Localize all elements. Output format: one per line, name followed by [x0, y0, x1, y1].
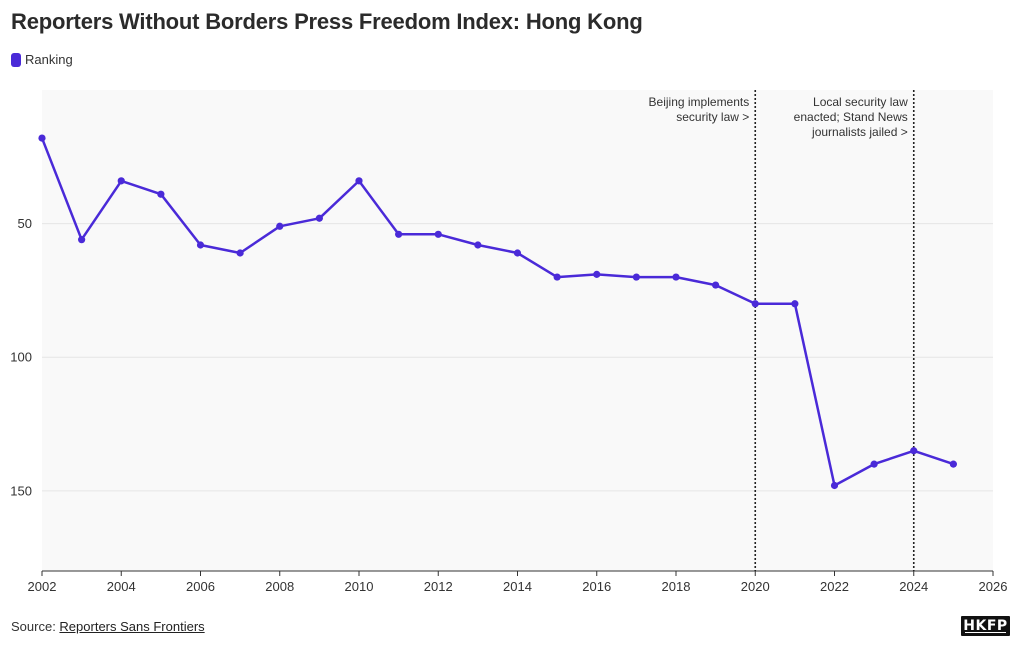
x-tick-label-2024: 2024	[899, 579, 928, 594]
x-tick-label-2016: 2016	[582, 579, 611, 594]
source-link[interactable]: Reporters Sans Frontiers	[59, 619, 205, 634]
data-point-2017	[632, 273, 640, 281]
legend-label: Ranking	[25, 52, 73, 67]
series-line-0	[40, 136, 955, 487]
hkfp-logo[interactable]: HKFP	[961, 616, 1010, 636]
x-tick-label-2004: 2004	[107, 579, 136, 594]
chart-title: Reporters Without Borders Press Freedom …	[11, 9, 643, 34]
x-tick-label-2002: 2002	[28, 579, 57, 594]
series-ranking	[38, 134, 957, 490]
data-point-2006	[196, 241, 205, 249]
data-point-2015	[553, 273, 561, 281]
gridlines	[42, 223, 993, 492]
data-point-2014	[513, 249, 522, 257]
data-point-2009	[315, 214, 323, 222]
source-prefix: Source:	[11, 619, 60, 634]
data-point-2018	[672, 273, 680, 281]
data-point-2011	[395, 230, 403, 238]
data-point-2003	[78, 236, 86, 244]
data-point-2008	[276, 222, 284, 230]
annotation-text-2020-0: Beijing implements	[649, 95, 750, 109]
data-point-2013	[474, 241, 482, 249]
annotation-text-2020-1: security law >	[676, 110, 749, 124]
x-tick-label-2026: 2026	[979, 579, 1008, 594]
x-tick-label-2010: 2010	[345, 579, 374, 594]
data-point-2024	[910, 447, 918, 455]
data-point-2021	[791, 300, 799, 308]
data-point-2023	[870, 460, 878, 468]
legend-swatch	[11, 52, 21, 67]
y-tick-label-50: 50	[18, 216, 32, 231]
y-tick-label-100: 100	[10, 350, 32, 365]
data-point-2002	[38, 134, 46, 142]
data-point-2020	[751, 300, 759, 308]
x-tick-label-2018: 2018	[662, 579, 691, 594]
data-point-2004	[117, 177, 125, 185]
annotation-text-2024-2: journalists jailed >	[811, 125, 908, 139]
source-note: Source: Reporters Sans Frontiers	[11, 619, 205, 634]
y-tick-label-150: 150	[10, 483, 32, 498]
annotation-text-2024-1: enacted; Stand News	[794, 110, 908, 124]
x-axis: 2002 2004 2006 2008 2010 2012 2014 2016 2018 2020…	[28, 570, 1008, 594]
x-tick-label-2022: 2022	[820, 579, 849, 594]
x-tick-label-2020: 2020	[741, 579, 770, 594]
data-point-2010	[355, 177, 363, 185]
data-point-2012	[434, 230, 442, 238]
data-point-2019	[712, 281, 720, 289]
data-point-2025	[949, 460, 957, 468]
y-axis: 50 100 150	[10, 216, 32, 498]
data-point-2022	[830, 481, 839, 490]
legend[interactable]: Ranking	[11, 52, 73, 67]
x-tick-label-2014: 2014	[503, 579, 532, 594]
annotation-text-2024-0: Local security law	[813, 95, 908, 109]
data-point-2007	[236, 249, 244, 257]
data-point-2005	[157, 190, 165, 198]
x-tick-label-2012: 2012	[424, 579, 453, 594]
data-point-2016	[593, 270, 601, 278]
x-tick-label-2008: 2008	[265, 579, 294, 594]
x-tick-label-2006: 2006	[186, 579, 215, 594]
plot-area	[42, 90, 993, 571]
